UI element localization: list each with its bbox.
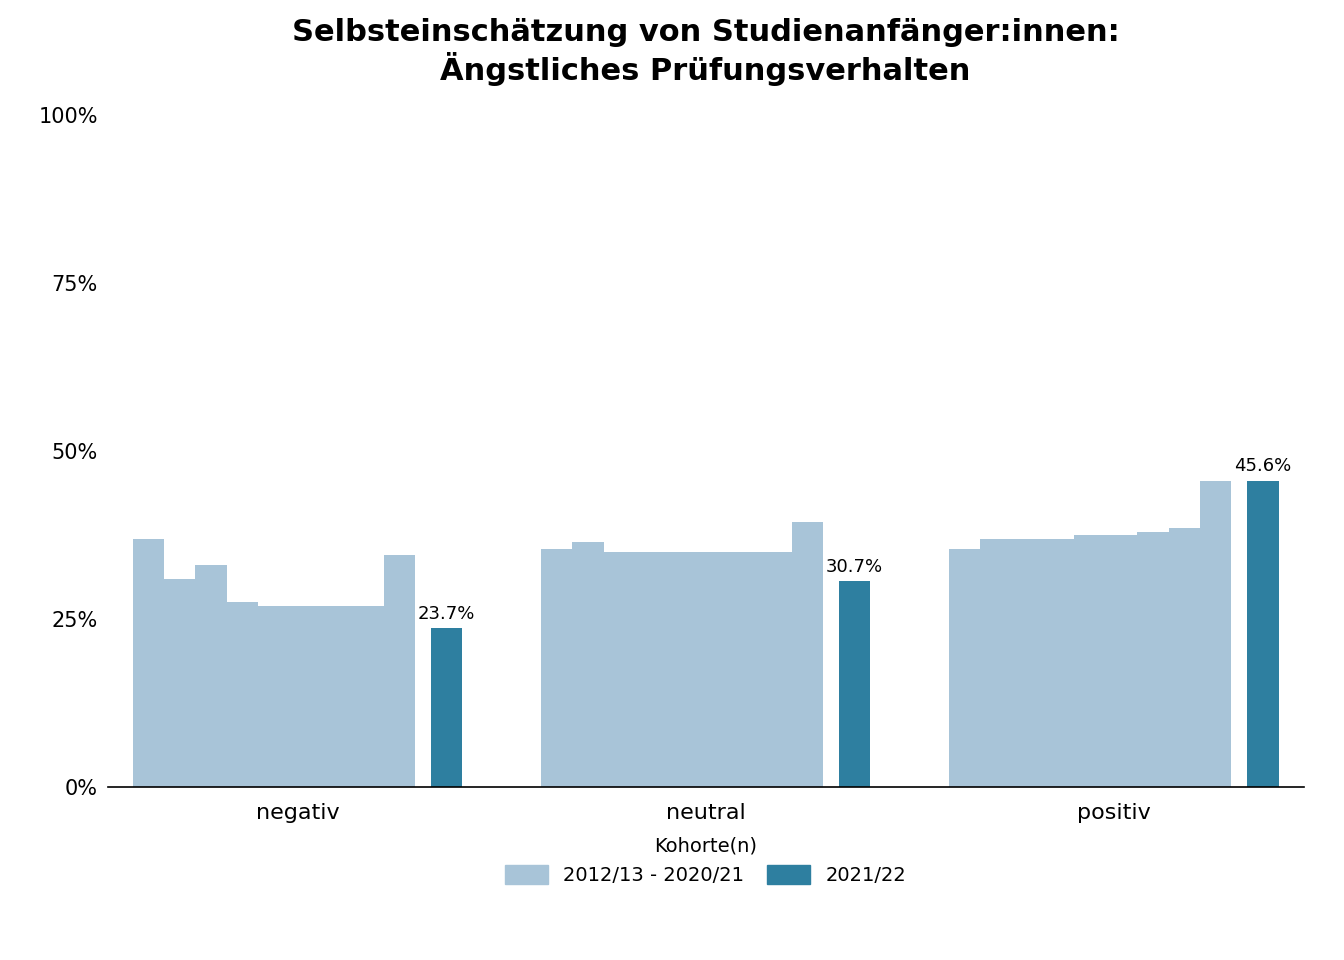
Bar	[258, 606, 289, 787]
Bar	[384, 555, 415, 787]
Text: 30.7%: 30.7%	[827, 558, 883, 575]
Text: 45.6%: 45.6%	[1234, 457, 1292, 475]
Bar	[289, 606, 321, 787]
Bar	[352, 606, 384, 787]
Bar	[634, 552, 667, 787]
Bar	[573, 541, 603, 787]
Bar	[1012, 539, 1043, 787]
Bar	[667, 552, 698, 787]
Legend: 2012/13 - 2020/21, 2021/22: 2012/13 - 2020/21, 2021/22	[505, 836, 906, 885]
Bar	[603, 552, 634, 787]
Bar	[227, 603, 258, 787]
Bar	[949, 549, 980, 787]
Bar	[133, 539, 164, 787]
Bar	[698, 552, 730, 787]
Bar	[1137, 532, 1169, 787]
Bar	[431, 628, 462, 787]
Bar	[540, 549, 573, 787]
Bar	[980, 539, 1012, 787]
Bar	[1169, 528, 1200, 787]
Bar	[164, 579, 195, 787]
Bar	[1106, 536, 1137, 787]
Bar	[839, 581, 871, 787]
Bar	[1247, 481, 1278, 787]
Bar	[1200, 482, 1231, 787]
Bar	[1043, 539, 1074, 787]
Bar	[792, 522, 824, 787]
Bar	[730, 552, 761, 787]
Bar	[761, 552, 792, 787]
Bar	[321, 606, 352, 787]
Title: Selbsteinschätzung von Studienanfänger:innen:
Ängstliches Prüfungsverhalten: Selbsteinschätzung von Studienanfänger:i…	[292, 18, 1120, 86]
Text: 23.7%: 23.7%	[418, 605, 476, 622]
Bar	[1074, 536, 1106, 787]
Bar	[195, 565, 227, 787]
